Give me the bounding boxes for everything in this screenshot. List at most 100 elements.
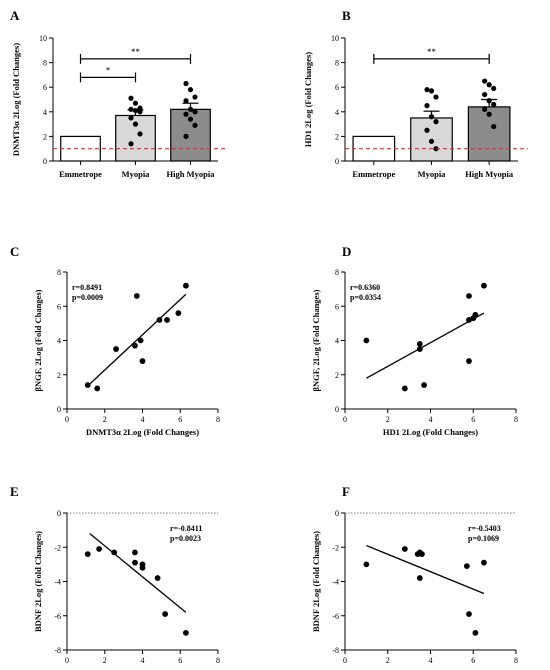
y-tick-label: 0 [57,405,61,414]
y-tick-label: 2 [335,371,339,380]
data-point [472,311,479,318]
x-tick-label: Emmetrope [59,169,102,179]
data-point [132,107,139,114]
data-point [419,551,425,557]
y-tick-label: 10 [39,34,47,43]
x-tick-label: 8 [514,656,518,665]
x-tick-label: 6 [178,415,182,424]
data-point [491,123,497,130]
data-point [132,342,138,349]
y-tick-label: -4 [54,578,61,587]
data-point [137,105,143,111]
x-tick-label: 0 [65,656,69,665]
x-tick-label: Myopia [122,169,151,179]
data-point [416,341,423,347]
data-point [128,95,134,101]
data-point [486,82,492,88]
correlation-stat: r=0.8491 [72,283,102,292]
y-tick-label: 0 [57,509,61,518]
x-tick-label: Myopia [418,169,447,179]
data-point [401,385,408,392]
correlation-stat: p=0.1069 [468,534,499,543]
x-tick-label: 2 [386,656,390,665]
data-point [433,119,439,125]
data-point [428,114,435,120]
data-point [96,546,102,552]
data-point [132,100,139,106]
data-point [187,106,194,112]
x-axis-label: HD1 2Log (Fold Changes) [383,668,478,670]
x-tick-label: 2 [386,415,390,424]
correlation-stat: p=0.0023 [170,534,201,543]
x-tick-label: 4 [141,415,145,424]
x-axis-label: DNMT3α 2Log (Fold Changes) [86,668,199,670]
y-tick-label: 2 [335,132,339,141]
panel-label: C [10,244,19,259]
y-tick-label: 0 [43,157,47,166]
correlation-stat: r=-0.8411 [170,524,202,533]
data-point [187,87,194,93]
y-tick-label: -6 [332,612,339,621]
y-tick-label: -2 [332,543,339,552]
y-tick-label: 10 [331,34,339,43]
data-point [94,385,101,392]
x-tick-label: High Myopia [167,169,216,179]
y-tick-label: 6 [335,302,339,311]
data-point [482,78,488,84]
data-point [187,116,194,122]
significance-label: ** [131,47,141,57]
data-point [183,98,189,104]
data-point [192,109,198,115]
data-point [424,127,430,133]
data-point [486,111,492,117]
data-point [424,87,430,93]
panel-d: D 0 2 4 6 8 βNGF, 2Log (Fold Changes) 0 2 4 6 8 HD1 … [311,244,518,437]
data-point [192,94,198,100]
data-point [128,141,134,147]
data-point [424,103,430,109]
y-tick-label: 2 [57,371,61,380]
y-axis-label: BDNF 2Log (Fold Changes) [311,531,321,632]
x-tick-label: 6 [471,656,475,665]
data-point [482,106,488,112]
y-axis-label: DNMT3α 2Log (Fold Changes) [11,43,21,156]
data-point [139,564,146,571]
data-point [482,91,488,98]
data-point [363,561,370,568]
data-point [133,293,140,299]
y-axis-label: βNGF, 2Log (Fold Changes) [311,289,321,391]
y-tick-label: 4 [57,337,61,346]
data-point [416,575,423,581]
panel-c: C 0 2 4 6 8 βNGF, 2Log (Fold Changes) 0 2 4 6 8 DNMT… [10,244,220,437]
x-tick-label: Emmetrope [352,169,395,179]
y-tick-label: 8 [43,59,47,68]
data-point [491,101,497,108]
panel-label: E [10,484,19,499]
x-tick-label: 0 [343,656,347,665]
data-point [162,611,169,617]
regression-line [366,544,485,595]
data-point [175,310,182,316]
x-tick-label: 8 [216,656,220,665]
y-tick-label: -2 [54,543,61,552]
data-point [183,80,189,87]
data-point [137,131,143,137]
significance-label: ** [427,47,437,57]
x-tick-label: 2 [103,656,107,665]
data-point [154,575,161,581]
y-axis-label: βNGF, 2Log (Fold Changes) [33,289,43,391]
x-tick-label: 6 [178,656,182,665]
data-point [132,121,139,127]
data-point [137,337,144,344]
panel-b: B 0 2 4 6 8 10 HD1 2Log (Fold Changes) Emmetrope… [303,8,528,179]
x-tick-label: 2 [103,415,107,424]
regression-line [87,293,187,387]
data-point [113,346,119,352]
y-tick-label: 6 [43,83,47,92]
y-tick-label: -8 [54,646,61,655]
panel-label: B [342,8,351,23]
data-point [183,133,189,139]
regression-line [89,533,187,613]
y-tick-label: 6 [57,302,61,311]
data-point [363,337,370,344]
